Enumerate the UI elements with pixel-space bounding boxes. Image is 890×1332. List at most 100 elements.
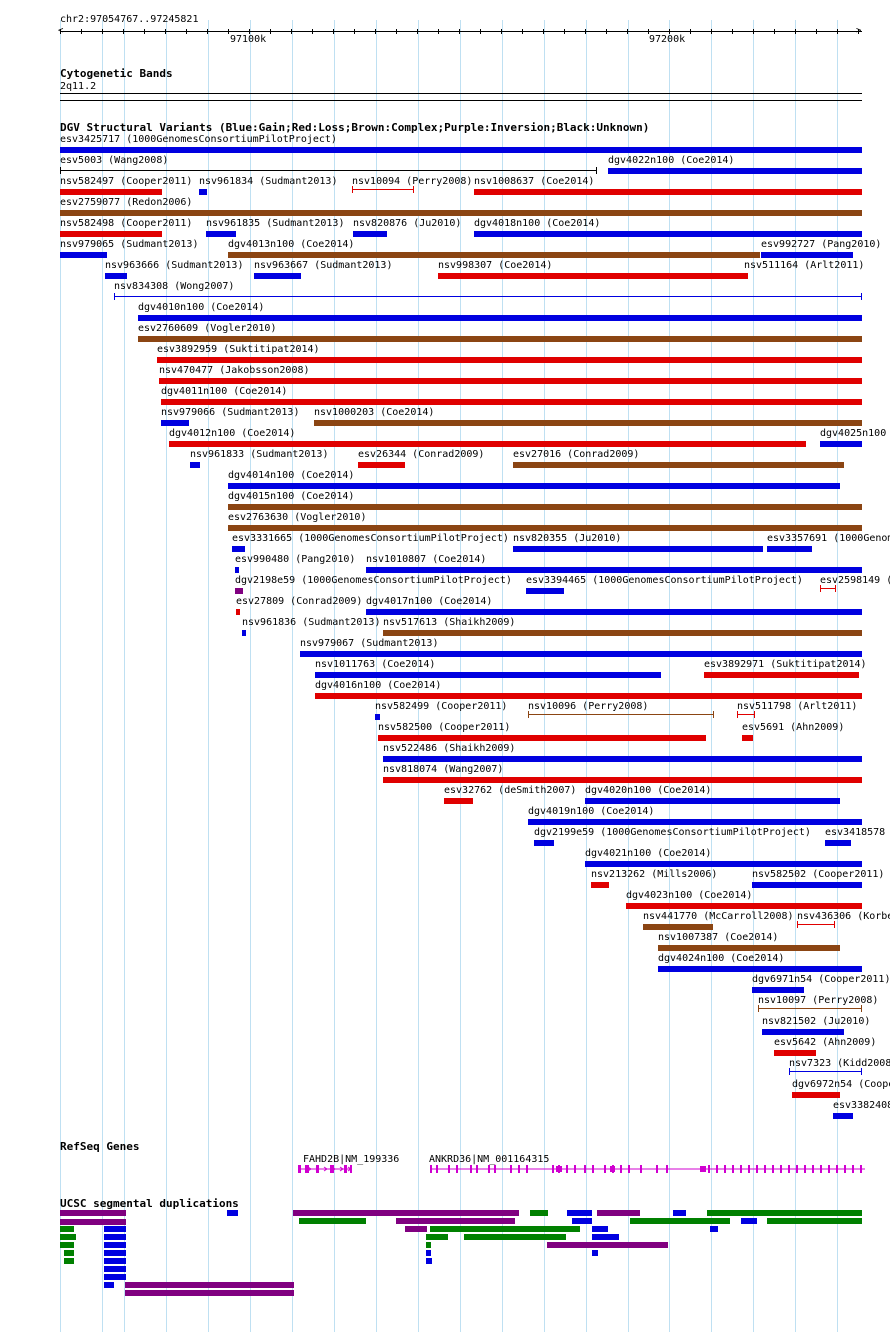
variant-bar[interactable] [528,819,862,825]
variant-label[interactable]: nsv834308 (Wong2007) [114,281,235,292]
variant-bar[interactable] [161,399,862,405]
segdup-block[interactable] [426,1234,448,1240]
variant-bar[interactable] [353,231,387,237]
variant-label[interactable]: nsv582498 (Cooper2011) [60,218,193,229]
variant-label[interactable]: nsv470477 (Jakobsson2008) [159,365,310,376]
segdup-block[interactable] [405,1226,427,1232]
variant-bar[interactable] [774,1050,816,1056]
variant-label[interactable]: nsv979065 (Sudmant2013) [60,239,199,250]
variant-label[interactable]: nsv820876 (Ju2010) [353,218,462,229]
variant-label[interactable]: esv992727 (Pang2010) [761,239,882,250]
variant-label[interactable]: nsv1008637 (Coe2014) [474,176,595,187]
segdup-block[interactable] [299,1218,366,1224]
variant-label[interactable]: esv5642 (Ahn2009) [774,1037,877,1048]
cytoband-track-title[interactable]: Cytogenetic Bands [60,67,173,80]
variant-line[interactable] [789,1071,862,1072]
segdup-block[interactable] [60,1210,126,1216]
variant-line[interactable] [737,714,755,715]
variant-bar[interactable] [366,609,862,615]
segdup-block[interactable] [60,1242,74,1248]
variant-bar[interactable] [744,273,748,279]
variant-label[interactable]: nsv998307 (Coe2014) [438,260,553,271]
variant-line[interactable] [820,588,836,589]
variant-label[interactable]: dgv4022n100 (Coe2014) [608,155,735,166]
variant-bar[interactable] [825,840,851,846]
variant-label[interactable]: dgv4025n100 [820,428,887,439]
segdup-block[interactable] [293,1210,519,1216]
variant-bar[interactable] [169,441,806,447]
segdup-block[interactable] [64,1258,74,1264]
variant-label[interactable]: dgv4015n100 (Coe2014) [228,491,355,502]
segdup-block[interactable] [125,1282,294,1288]
variant-bar[interactable] [383,756,862,762]
segdup-block[interactable] [396,1218,515,1224]
variant-bar[interactable] [658,945,840,951]
variant-bar[interactable] [235,588,243,594]
variant-label[interactable]: nsv963666 (Sudmant2013) [105,260,244,271]
variant-label[interactable]: dgv4017n100 (Coe2014) [366,596,493,607]
segdup-block[interactable] [104,1274,126,1280]
variant-label[interactable]: nsv436306 (Korbe [797,911,890,922]
variant-label[interactable]: esv3418578 [825,827,886,838]
variant-label[interactable]: esv5003 (Wang2008) [60,155,169,166]
segdup-block[interactable] [530,1210,548,1216]
variant-label[interactable]: esv2763630 (Vogler2010) [228,512,367,523]
variant-label[interactable]: dgv2199e59 (1000GenomesConsortiumPilotPr… [534,827,811,838]
variant-label[interactable]: nsv961834 (Sudmant2013) [199,176,338,187]
variant-line[interactable] [758,1008,862,1009]
variant-bar[interactable] [161,420,189,426]
variant-bar[interactable] [60,210,862,216]
variant-bar[interactable] [761,252,853,258]
variant-label[interactable]: nsv1011763 (Coe2014) [315,659,436,670]
variant-label[interactable]: dgv4014n100 (Coe2014) [228,470,355,481]
variant-bar[interactable] [228,504,862,510]
variant-label[interactable]: dgv2198e59 (1000GenomesConsortiumPilotPr… [235,575,512,586]
variant-label[interactable]: nsv820355 (Ju2010) [513,533,622,544]
variant-label[interactable]: nsv522486 (Shaikh2009) [383,743,516,754]
variant-label[interactable]: nsv7323 (Kidd2008 [789,1058,890,1069]
variant-label[interactable]: nsv10096 (Perry2008) [528,701,649,712]
variant-bar[interactable] [513,462,844,468]
segdup-block[interactable] [104,1258,126,1264]
variant-bar[interactable] [315,672,661,678]
segdup-block[interactable] [60,1219,126,1225]
variant-label[interactable]: dgv4010n100 (Coe2014) [138,302,265,313]
variant-bar[interactable] [792,1092,840,1098]
variant-bar[interactable] [626,903,862,909]
variant-bar[interactable] [742,735,753,741]
variant-label[interactable]: nsv511164 (Arlt2011) [744,260,865,271]
variant-bar[interactable] [378,735,706,741]
segdup-block[interactable] [592,1250,598,1256]
variant-label[interactable]: nsv517613 (Shaikh2009) [383,617,516,628]
variant-label[interactable]: esv3357691 (1000Genom [767,533,890,544]
variant-bar[interactable] [643,924,713,930]
variant-label[interactable]: dgv4021n100 (Coe2014) [585,848,712,859]
segdup-block[interactable] [60,1234,76,1240]
variant-bar[interactable] [232,546,245,552]
variant-bar[interactable] [585,861,862,867]
variant-label[interactable]: dgv4019n100 (Coe2014) [528,806,655,817]
variant-bar[interactable] [314,420,862,426]
variant-label[interactable]: esv3892971 (Suktitipat2014) [704,659,867,670]
segdup-track-title[interactable]: UCSC segmental duplications [60,1197,239,1210]
segdup-block[interactable] [125,1290,294,1296]
variant-label[interactable]: esv3892959 (Suktitipat2014) [157,344,320,355]
variant-label[interactable]: esv26344 (Conrad2009) [358,449,485,460]
segdup-block[interactable] [104,1250,126,1256]
variant-label[interactable]: nsv979067 (Sudmant2013) [300,638,439,649]
segdup-block[interactable] [426,1242,431,1248]
variant-bar[interactable] [767,546,812,552]
variant-bar[interactable] [585,798,840,804]
variant-bar[interactable] [752,882,862,888]
variant-label[interactable]: dgv4012n100 (Coe2014) [169,428,296,439]
segdup-block[interactable] [630,1218,730,1224]
variant-bar[interactable] [383,777,862,783]
variant-bar[interactable] [138,315,862,321]
variant-bar[interactable] [138,336,862,342]
variant-label[interactable]: dgv4018n100 (Coe2014) [474,218,601,229]
segdup-block[interactable] [767,1218,862,1224]
segdup-block[interactable] [547,1242,668,1248]
variant-label[interactable]: esv3394465 (1000GenomesConsortiumPilotPr… [526,575,803,586]
variant-label[interactable]: esv3425717 (1000GenomesConsortiumPilotPr… [60,134,337,145]
variant-label[interactable]: esv3382408 [833,1100,890,1111]
